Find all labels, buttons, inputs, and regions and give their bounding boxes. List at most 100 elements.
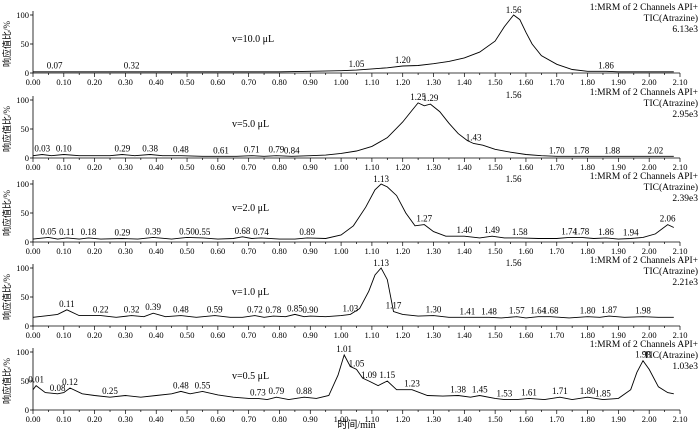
peak-label: 0.48 [173, 305, 189, 315]
tic-info: TIC(Atrazine) [644, 13, 698, 24]
peak-label: 0.38 [142, 144, 158, 154]
x-tick-label: 1.50 [488, 162, 503, 172]
peak-label: 1.70 [549, 145, 565, 155]
peak-label: 0.61 [213, 145, 229, 155]
peak-label: 1.13 [373, 258, 389, 268]
x-tick-label: 2.00 [642, 77, 657, 87]
peak-label: 0.72 [247, 305, 263, 315]
peak-label: 1.57 [509, 306, 525, 316]
reference-time-label: 1.56 [506, 174, 522, 184]
x-tick-label: 1.60 [519, 414, 534, 424]
x-tick-label: 0.70 [241, 246, 256, 256]
x-tick-label: 0.30 [118, 162, 133, 172]
x-tick-label: 1.90 [611, 162, 626, 172]
x-tick-label: 0.40 [149, 246, 164, 256]
peak-label: 1.71 [552, 386, 568, 396]
peak-label: 0.05 [41, 226, 57, 236]
x-tick-label: 2.10 [673, 77, 688, 87]
peak-label: 1.61 [521, 387, 537, 397]
peak-label: 0.32 [124, 60, 140, 70]
x-tick-label: 1.40 [457, 330, 472, 340]
x-tick-label: 1.10 [364, 246, 379, 256]
x-tick-label: 0.10 [56, 246, 71, 256]
peak-label: 1.05 [349, 59, 365, 69]
x-tick-label: 1.60 [519, 77, 534, 87]
peak-label: 0.07 [47, 60, 63, 70]
x-tick-label: 1.00 [334, 246, 349, 256]
x-tick-label: 0.80 [272, 330, 287, 340]
peak-label: 1.68 [543, 306, 559, 316]
peak-label: 0.03 [34, 144, 50, 154]
x-tick-label: 2.00 [642, 162, 657, 172]
x-tick-label: 1.50 [488, 77, 503, 87]
x-tick-label: 0.10 [56, 162, 71, 172]
peak-label: 0.89 [299, 227, 315, 237]
y-axis-label: 响应值比/% [1, 105, 12, 152]
tic-info: TIC(Atrazine) [644, 350, 698, 361]
peak-label: 0.88 [296, 386, 312, 396]
trace-line [33, 14, 674, 73]
panel-3: 0 50 100 响应值比/% 0.00 0.10 0.20 0.30 0.40 0.50 0.60… [1, 171, 698, 256]
peak-label: 1.03 [342, 303, 358, 313]
peak-label: 1.80 [580, 386, 596, 396]
peak-label: 0.71 [244, 145, 260, 155]
peak-label: 1.78 [574, 226, 590, 236]
peak-label: 0.11 [59, 299, 74, 309]
x-tick-label: 1.80 [580, 246, 595, 256]
x-tick-label: 0.00 [26, 77, 41, 87]
x-tick-label: 1.20 [395, 330, 410, 340]
x-tick-label: 0.30 [118, 246, 133, 256]
x-tick-label: 1.10 [364, 414, 379, 424]
channel-info: 1:MRM of 2 Channels API+ [590, 2, 698, 13]
x-tick-label: 1.40 [457, 162, 472, 172]
peak-label: 1.45 [472, 385, 488, 395]
y-axis-label: 响应值比/% [1, 357, 12, 404]
x-tick-label: 0.20 [87, 77, 102, 87]
peak-label: 1.49 [484, 225, 500, 235]
x-tick-label: 1.50 [488, 246, 503, 256]
y-tick-label: 0 [25, 68, 29, 78]
peak-label: 1.58 [512, 227, 528, 237]
peak-label: 0.79 [269, 145, 285, 155]
x-tick-label: 0.90 [303, 77, 318, 87]
y-tick-label: 0 [25, 153, 29, 163]
intensity-info: 2.95e3 [672, 110, 698, 120]
peak-label: 0.90 [302, 305, 318, 315]
x-tick-label: 0.00 [26, 246, 41, 256]
peak-label: 1.53 [497, 389, 513, 399]
peak-label: 1.38 [450, 385, 466, 395]
y-tick-label: 0 [25, 237, 29, 247]
x-tick-label: 1.00 [334, 414, 349, 424]
x-tick-label: 1.90 [611, 246, 626, 256]
tic-info: TIC(Atrazine) [644, 266, 698, 277]
x-tick-label: 0.90 [303, 414, 318, 424]
x-tick-label: 0.60 [210, 246, 225, 256]
x-tick-label: 0.40 [149, 414, 164, 424]
peak-label: 2.06 [660, 214, 676, 224]
x-tick-label: 0.60 [210, 414, 225, 424]
peak-label: 1.09 [361, 370, 377, 380]
panel-4: 0 50 100 响应值比/% 0.00 0.10 0.20 0.30 0.40 0.50 0.60… [1, 255, 698, 340]
y-tick-label: 50 [21, 208, 30, 218]
x-tick-label: 1.80 [580, 330, 595, 340]
peak-label: 1.56 [506, 5, 522, 15]
x-tick-label: 0.90 [303, 330, 318, 340]
panel-5: 0 50 100 响应值比/% 0.00 0.10 0.20 0.30 0.40 0.50 0.60… [1, 339, 698, 424]
x-tick-label: 1.70 [549, 162, 564, 172]
peak-label: 0.73 [250, 387, 266, 397]
peak-label: 0.59 [207, 305, 223, 315]
x-tick-label: 1.10 [364, 330, 379, 340]
x-tick-label: 0.50 [180, 162, 195, 172]
x-tick-label: 2.10 [673, 414, 688, 424]
x-tick-label: 0.70 [241, 330, 256, 340]
x-tick-label: 2.10 [673, 330, 688, 340]
peak-label: 0.32 [124, 305, 140, 315]
x-tick-label: 0.60 [210, 77, 225, 87]
peak-label: 1.48 [481, 306, 497, 316]
x-tick-label: 1.70 [549, 77, 564, 87]
peak-label: 1.85 [595, 389, 611, 399]
trace-line [32, 102, 674, 157]
x-tick-label: 0.90 [303, 246, 318, 256]
channel-info: 1:MRM of 2 Channels API+ [590, 171, 698, 182]
